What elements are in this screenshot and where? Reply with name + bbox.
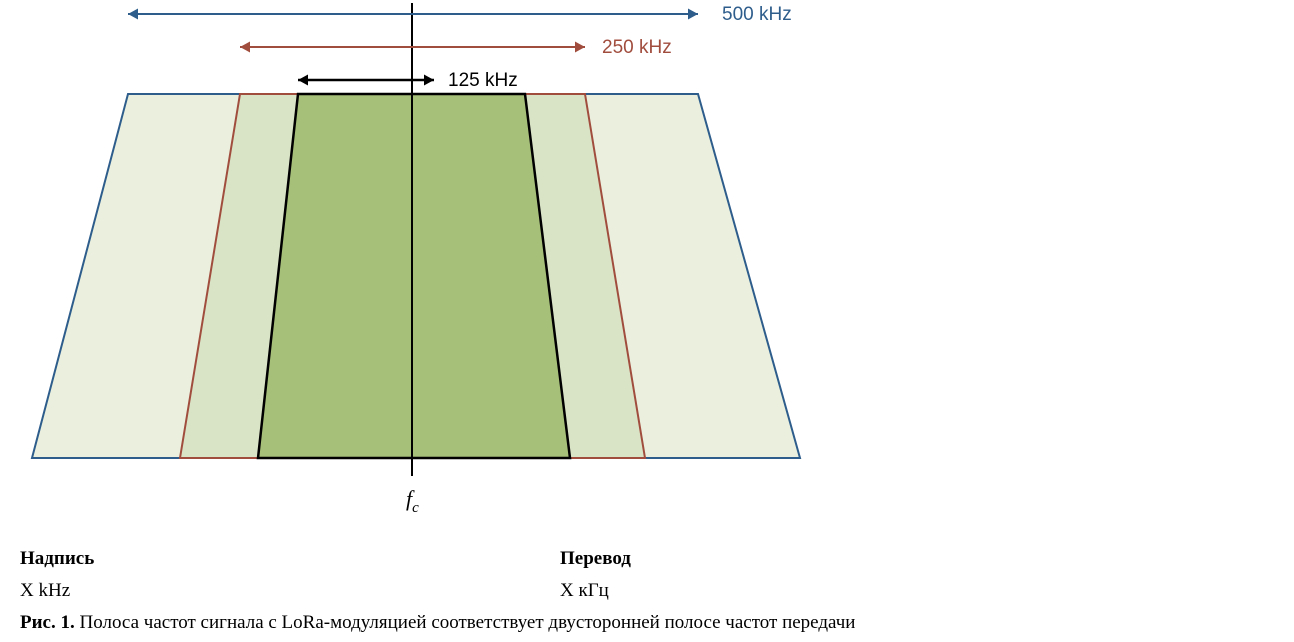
legend-header-right: Перевод xyxy=(560,548,1274,570)
arrow500-label: 500 kHz xyxy=(722,4,792,25)
caption-text: Полоса частот сигнала с LoRa-модуляцией … xyxy=(80,612,856,633)
bandwidth-diagram: 500 kHz250 kHz125 kHzfc xyxy=(30,0,860,545)
legend-row-right: X кГц xyxy=(560,580,1274,602)
legend-row-left: X kHz xyxy=(20,580,560,602)
legend-header-left: Надпись xyxy=(20,548,560,570)
arrow125-label: 125 kHz xyxy=(448,70,518,91)
caption-prefix: Рис. 1. xyxy=(20,612,80,633)
trapezoid-bw125 xyxy=(258,94,570,458)
figure-caption: Рис. 1. Полоса частот сигнала с LoRa-мод… xyxy=(20,612,1274,634)
arrow250-label: 250 kHz xyxy=(602,37,672,58)
